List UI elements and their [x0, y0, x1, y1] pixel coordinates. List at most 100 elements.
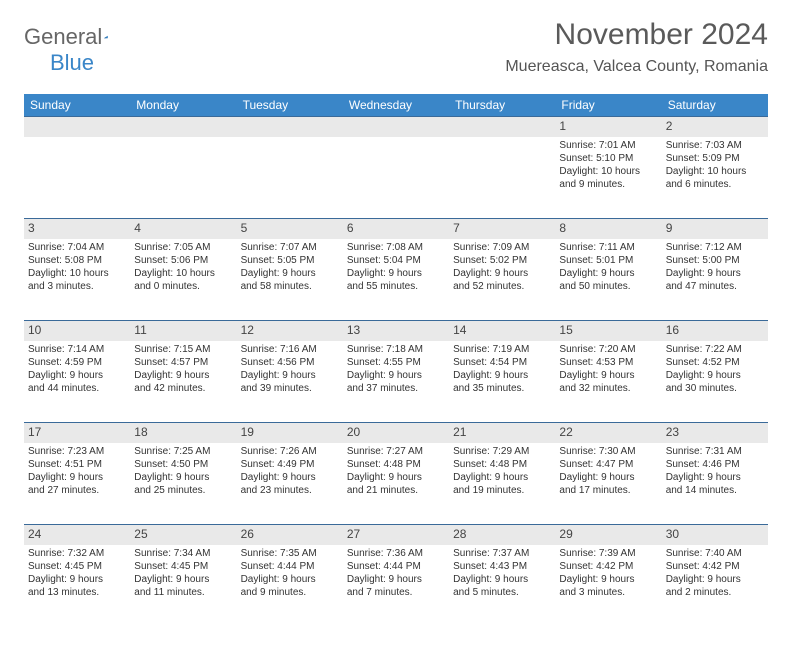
day-cell: Sunrise: 7:36 AMSunset: 4:44 PMDaylight:…	[343, 545, 449, 627]
day-dl1: Daylight: 9 hours	[347, 267, 445, 280]
day-cell: Sunrise: 7:29 AMSunset: 4:48 PMDaylight:…	[449, 443, 555, 525]
day-sr: Sunrise: 7:20 AM	[559, 343, 657, 356]
day-sr: Sunrise: 7:26 AM	[241, 445, 339, 458]
day-dl2: and 47 minutes.	[666, 280, 764, 293]
day-dl1: Daylight: 9 hours	[559, 573, 657, 586]
day-sr: Sunrise: 7:15 AM	[134, 343, 232, 356]
day-dl1: Daylight: 9 hours	[134, 573, 232, 586]
day-dl2: and 3 minutes.	[28, 280, 126, 293]
day-ss: Sunset: 4:48 PM	[347, 458, 445, 471]
day-dl2: and 21 minutes.	[347, 484, 445, 497]
daynum-cell: 20	[343, 423, 449, 443]
day-dl2: and 32 minutes.	[559, 382, 657, 395]
day-dl1: Daylight: 9 hours	[559, 471, 657, 484]
day-cell: Sunrise: 7:18 AMSunset: 4:55 PMDaylight:…	[343, 341, 449, 423]
daynum-cell: 1	[555, 117, 661, 137]
week-4-body: Sunrise: 7:32 AMSunset: 4:45 PMDaylight:…	[24, 545, 768, 627]
day-dl1: Daylight: 9 hours	[134, 369, 232, 382]
day-cell	[237, 137, 343, 219]
day-cell: Sunrise: 7:25 AMSunset: 4:50 PMDaylight:…	[130, 443, 236, 525]
day-number: 16	[666, 323, 679, 337]
day-dl2: and 2 minutes.	[666, 586, 764, 599]
daynum-cell: 26	[237, 525, 343, 545]
day-cell: Sunrise: 7:08 AMSunset: 5:04 PMDaylight:…	[343, 239, 449, 321]
day-number: 2	[666, 119, 673, 133]
day-cell	[24, 137, 130, 219]
daynum-cell: 13	[343, 321, 449, 341]
day-ss: Sunset: 5:00 PM	[666, 254, 764, 267]
day-number: 13	[347, 323, 360, 337]
weekday-3: Wednesday	[343, 94, 449, 117]
day-ss: Sunset: 4:43 PM	[453, 560, 551, 573]
day-cell: Sunrise: 7:37 AMSunset: 4:43 PMDaylight:…	[449, 545, 555, 627]
day-sr: Sunrise: 7:22 AM	[666, 343, 764, 356]
day-dl2: and 58 minutes.	[241, 280, 339, 293]
daynum-cell: 15	[555, 321, 661, 341]
day-sr: Sunrise: 7:35 AM	[241, 547, 339, 560]
daynum-cell: 21	[449, 423, 555, 443]
daynum-cell: 25	[130, 525, 236, 545]
day-ss: Sunset: 4:45 PM	[28, 560, 126, 573]
day-dl1: Daylight: 9 hours	[559, 369, 657, 382]
day-sr: Sunrise: 7:32 AM	[28, 547, 126, 560]
day-number: 3	[28, 221, 35, 235]
day-number: 12	[241, 323, 254, 337]
daynum-cell	[449, 117, 555, 137]
day-dl1: Daylight: 9 hours	[28, 573, 126, 586]
day-sr: Sunrise: 7:23 AM	[28, 445, 126, 458]
day-dl1: Daylight: 10 hours	[666, 165, 764, 178]
day-ss: Sunset: 4:42 PM	[559, 560, 657, 573]
daynum-cell: 18	[130, 423, 236, 443]
day-cell: Sunrise: 7:04 AMSunset: 5:08 PMDaylight:…	[24, 239, 130, 321]
day-dl2: and 44 minutes.	[28, 382, 126, 395]
day-number: 30	[666, 527, 679, 541]
day-sr: Sunrise: 7:16 AM	[241, 343, 339, 356]
day-dl2: and 37 minutes.	[347, 382, 445, 395]
day-sr: Sunrise: 7:37 AM	[453, 547, 551, 560]
week-1-daynums: 3456789	[24, 219, 768, 239]
day-sr: Sunrise: 7:27 AM	[347, 445, 445, 458]
day-number: 21	[453, 425, 466, 439]
day-sr: Sunrise: 7:40 AM	[666, 547, 764, 560]
day-sr: Sunrise: 7:03 AM	[666, 139, 764, 152]
day-ss: Sunset: 5:04 PM	[347, 254, 445, 267]
day-number: 4	[134, 221, 141, 235]
day-ss: Sunset: 4:47 PM	[559, 458, 657, 471]
logo-text-2: Blue	[50, 50, 94, 76]
week-2-daynums: 10111213141516	[24, 321, 768, 341]
day-cell: Sunrise: 7:01 AMSunset: 5:10 PMDaylight:…	[555, 137, 661, 219]
day-ss: Sunset: 5:01 PM	[559, 254, 657, 267]
day-dl2: and 0 minutes.	[134, 280, 232, 293]
day-dl2: and 42 minutes.	[134, 382, 232, 395]
day-number: 17	[28, 425, 41, 439]
day-dl1: Daylight: 9 hours	[347, 471, 445, 484]
day-sr: Sunrise: 7:18 AM	[347, 343, 445, 356]
daynum-cell	[237, 117, 343, 137]
day-cell: Sunrise: 7:12 AMSunset: 5:00 PMDaylight:…	[662, 239, 768, 321]
day-sr: Sunrise: 7:05 AM	[134, 241, 232, 254]
day-number: 10	[28, 323, 41, 337]
daynum-cell: 6	[343, 219, 449, 239]
day-dl1: Daylight: 9 hours	[559, 267, 657, 280]
daynum-cell: 12	[237, 321, 343, 341]
day-dl1: Daylight: 9 hours	[453, 471, 551, 484]
week-1-body: Sunrise: 7:04 AMSunset: 5:08 PMDaylight:…	[24, 239, 768, 321]
day-cell: Sunrise: 7:14 AMSunset: 4:59 PMDaylight:…	[24, 341, 130, 423]
day-dl2: and 6 minutes.	[666, 178, 764, 191]
day-ss: Sunset: 4:56 PM	[241, 356, 339, 369]
day-cell: Sunrise: 7:09 AMSunset: 5:02 PMDaylight:…	[449, 239, 555, 321]
day-ss: Sunset: 4:57 PM	[134, 356, 232, 369]
day-dl1: Daylight: 9 hours	[453, 267, 551, 280]
day-ss: Sunset: 4:52 PM	[666, 356, 764, 369]
day-dl2: and 27 minutes.	[28, 484, 126, 497]
day-number: 22	[559, 425, 572, 439]
weekday-4: Thursday	[449, 94, 555, 117]
daynum-cell: 5	[237, 219, 343, 239]
day-number: 29	[559, 527, 572, 541]
day-ss: Sunset: 4:44 PM	[241, 560, 339, 573]
daynum-cell: 24	[24, 525, 130, 545]
day-dl2: and 3 minutes.	[559, 586, 657, 599]
day-ss: Sunset: 4:44 PM	[347, 560, 445, 573]
day-number: 11	[134, 323, 146, 337]
day-sr: Sunrise: 7:11 AM	[559, 241, 657, 254]
